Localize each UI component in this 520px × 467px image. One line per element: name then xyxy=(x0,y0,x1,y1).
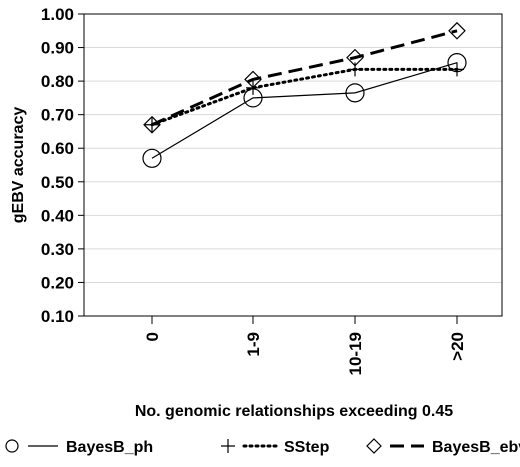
circle-marker xyxy=(345,83,365,103)
legend-item: SStep xyxy=(221,439,330,456)
plus-marker xyxy=(221,439,235,453)
series-line xyxy=(151,62,458,159)
legend-label: BayesB_ph xyxy=(66,439,153,456)
legend-label: BayesB_ebv xyxy=(432,439,520,456)
diamond-marker xyxy=(448,21,466,40)
y-tick-label: 0.60 xyxy=(41,139,74,158)
y-tick-label: 0.90 xyxy=(41,39,74,58)
plus-marker xyxy=(450,62,464,77)
y-tick-label: 0.20 xyxy=(41,273,74,292)
y-axis-ticks: 0.10 0.20 0.30 0.40 0.50 0.60 0.70 0.80 0.90 1.00 xyxy=(41,5,84,326)
y-axis-title: gEBV accuracy xyxy=(10,107,27,224)
y-tick-label: 0.30 xyxy=(41,240,74,259)
legend-item: BayesB_ebv xyxy=(366,438,520,456)
plot-area-frame xyxy=(83,13,503,317)
x-tick-label: >20 xyxy=(448,332,467,361)
y-tick-label: 0.50 xyxy=(41,173,74,192)
series-line xyxy=(150,67,459,127)
series-SStep xyxy=(145,62,464,132)
y-tick-label: 0.80 xyxy=(41,72,74,91)
circle-marker xyxy=(142,148,162,168)
legend-label: SStep xyxy=(284,439,330,456)
x-axis-ticks: 0 1-9 10-19 >20 xyxy=(143,316,467,375)
x-tick-label: 1-9 xyxy=(244,332,263,357)
diamond-marker xyxy=(244,70,262,89)
y-tick-label: 0.40 xyxy=(41,206,74,225)
diamond-marker xyxy=(366,438,382,454)
series-BayesB_ebv xyxy=(143,21,466,134)
y-tick-label: 1.00 xyxy=(41,5,74,24)
plus-marker xyxy=(145,117,159,132)
x-tick-label: 0 xyxy=(143,332,162,341)
gridlines xyxy=(84,47,502,283)
legend-item: BayesB_ph xyxy=(5,439,153,456)
x-tick-label: 10-19 xyxy=(346,332,365,375)
y-tick-label: 0.70 xyxy=(41,106,74,125)
circle-marker xyxy=(5,439,19,453)
data-series xyxy=(142,21,467,168)
plus-marker xyxy=(348,62,362,77)
y-tick-label: 0.10 xyxy=(41,307,74,326)
diamond-marker xyxy=(346,48,364,67)
diamond-marker xyxy=(143,115,161,134)
legend: BayesB_ph SStep BayesB_ebv xyxy=(5,438,520,456)
x-axis-title: No. genomic relationships exceeding 0.45 xyxy=(135,403,453,420)
series-line xyxy=(151,29,458,127)
